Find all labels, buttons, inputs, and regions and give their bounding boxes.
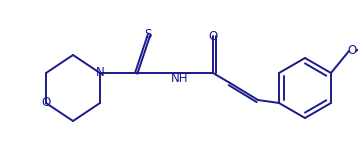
- Text: O: O: [42, 97, 50, 110]
- Text: N: N: [96, 66, 105, 80]
- Text: O: O: [347, 45, 357, 58]
- Text: O: O: [208, 29, 218, 42]
- Text: NH: NH: [171, 72, 189, 85]
- Text: S: S: [144, 27, 152, 40]
